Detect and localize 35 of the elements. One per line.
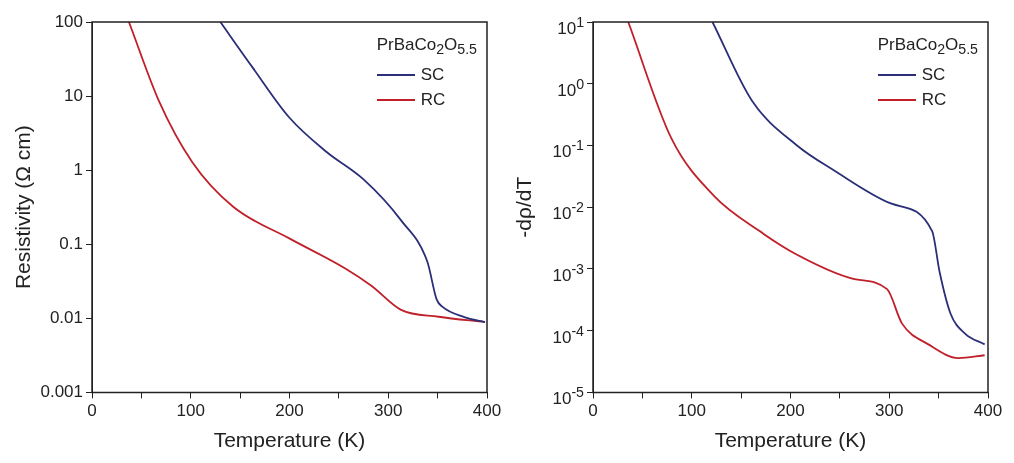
y-tick-label: 100 — [54, 11, 83, 33]
y-tick-label: 10$^{-4}$ — [552, 321, 584, 349]
legend-label: SC — [420, 64, 445, 87]
legend-title: PrBaCo$_{2}$O$_{5.5}$ — [877, 34, 978, 60]
y-tick-label: 0.1 — [59, 233, 83, 256]
y-axis-title: Resistivity (Ω cm) — [11, 125, 35, 290]
y-tick-label: 1 — [73, 159, 83, 182]
y-tick-label: 10$^{-3}$ — [552, 259, 584, 287]
y-tick-label: 0.01 — [49, 307, 83, 330]
x-axis-title: Temperature (K) — [714, 428, 867, 452]
x-tick-label: 200 — [275, 401, 304, 421]
x-tick-label: 100 — [176, 401, 205, 421]
x-tick-label: 0 — [588, 401, 598, 421]
x-tick-label: 400 — [973, 401, 1003, 421]
line-series — [128, 22, 486, 323]
y-tick-label: 10$^{1}$ — [557, 13, 584, 40]
x-tick-label: 300 — [875, 401, 904, 421]
y-tick-label: 10$^{-5}$ — [552, 383, 584, 411]
legend-label: RC — [420, 89, 446, 112]
legend-label: RC — [921, 89, 947, 112]
y-tick-label: 10$^{-2}$ — [552, 198, 584, 225]
x-axis-title: Temperature (K) — [213, 428, 366, 452]
y-tick-label: 10$^{0}$ — [557, 74, 584, 102]
y-tick-label: 10$^{-1}$ — [552, 136, 584, 164]
y-tick-label: 10 — [64, 85, 83, 108]
line-series — [219, 22, 486, 323]
y-tick-label: 0.001 — [40, 381, 83, 404]
x-tick-label: 100 — [677, 401, 706, 421]
x-tick-label: 300 — [374, 401, 403, 421]
legend-label: SC — [921, 64, 946, 87]
x-tick-label: 200 — [776, 401, 805, 421]
legend-title: PrBaCo$_{2}$O$_{5.5}$ — [376, 34, 477, 60]
x-tick-label: 400 — [472, 401, 502, 421]
x-tick-label: 0 — [87, 401, 97, 421]
y-axis-title: -dρ/dT — [512, 176, 536, 238]
